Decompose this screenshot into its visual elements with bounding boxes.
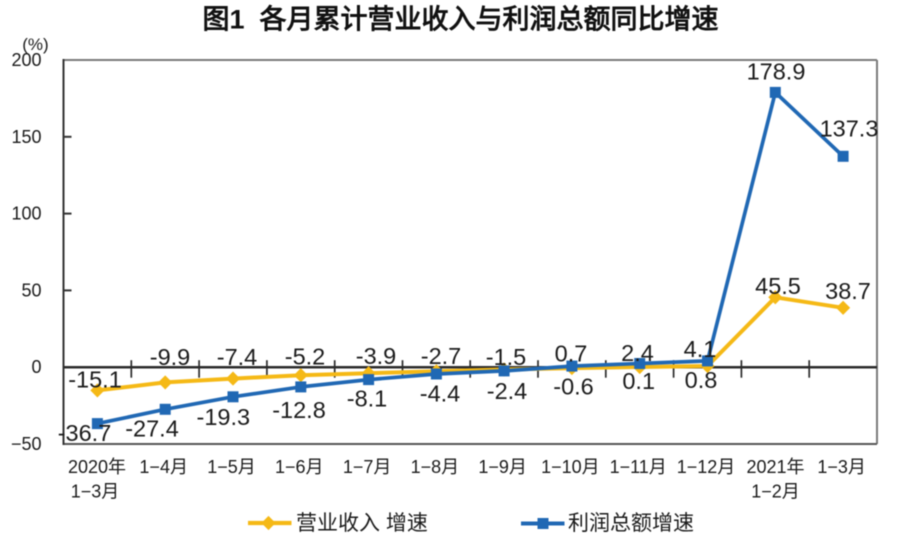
- svg-text:(%): (%): [22, 35, 48, 54]
- svg-text:-0.6: -0.6: [553, 374, 594, 400]
- svg-text:1−12月: 1−12月: [677, 457, 736, 477]
- svg-text:-27.4: -27.4: [125, 416, 179, 442]
- svg-text:-5.2: -5.2: [285, 344, 326, 370]
- svg-text:0.7: 0.7: [555, 341, 588, 367]
- svg-text:-9.9: -9.9: [150, 344, 191, 370]
- svg-text:1−4月: 1−4月: [139, 457, 188, 477]
- svg-text:利润总额增速: 利润总额增速: [568, 512, 694, 535]
- svg-text:1−5月: 1−5月: [207, 457, 256, 477]
- svg-text:1−7月: 1−7月: [343, 457, 392, 477]
- svg-text:1−3月: 1−3月: [817, 457, 866, 477]
- svg-text:1−11月: 1−11月: [610, 457, 667, 477]
- svg-text:-2.7: -2.7: [421, 343, 462, 369]
- svg-text:2020年: 2020年: [68, 457, 126, 477]
- svg-text:0.8: 0.8: [685, 367, 718, 393]
- svg-text:1−10月: 1−10月: [541, 457, 600, 477]
- svg-text:137.3: 137.3: [820, 116, 879, 142]
- svg-text:-4.4: -4.4: [420, 381, 461, 407]
- svg-text:4.1: 4.1: [684, 336, 717, 362]
- svg-text:0.1: 0.1: [622, 368, 655, 394]
- svg-text:1−2月: 1−2月: [751, 482, 800, 502]
- svg-text:−50: −50: [11, 434, 42, 454]
- svg-text:-3.9: -3.9: [356, 343, 397, 369]
- svg-text:150: 150: [11, 127, 41, 147]
- svg-text:-2.4: -2.4: [487, 378, 528, 404]
- svg-text:200: 200: [11, 50, 41, 70]
- svg-text:1−6月: 1−6月: [275, 457, 324, 477]
- svg-text:-36.7: -36.7: [58, 420, 112, 446]
- svg-text:-7.4: -7.4: [217, 344, 258, 370]
- svg-text:1−3月: 1−3月: [71, 482, 120, 502]
- svg-text:图1 各月累计营业收入与利润总额同比增速: 图1 各月累计营业收入与利润总额同比增速: [202, 4, 718, 35]
- svg-text:50: 50: [21, 280, 41, 300]
- svg-text:2.4: 2.4: [621, 340, 654, 366]
- svg-text:-15.1: -15.1: [68, 367, 122, 393]
- svg-text:2021年: 2021年: [746, 457, 804, 477]
- svg-text:1−8月: 1−8月: [411, 457, 460, 477]
- svg-text:-12.8: -12.8: [272, 397, 326, 423]
- svg-text:1−9月: 1−9月: [478, 457, 527, 477]
- svg-text:-19.3: -19.3: [197, 404, 251, 430]
- svg-text:178.9: 178.9: [747, 59, 806, 85]
- svg-text:45.5: 45.5: [755, 273, 801, 299]
- svg-text:100: 100: [11, 204, 41, 224]
- svg-text:0: 0: [31, 357, 41, 377]
- svg-text:营业收入 增速: 营业收入 增速: [296, 512, 428, 535]
- svg-text:-1.5: -1.5: [486, 344, 527, 370]
- svg-text:38.7: 38.7: [825, 278, 871, 304]
- svg-text:-8.1: -8.1: [347, 385, 388, 411]
